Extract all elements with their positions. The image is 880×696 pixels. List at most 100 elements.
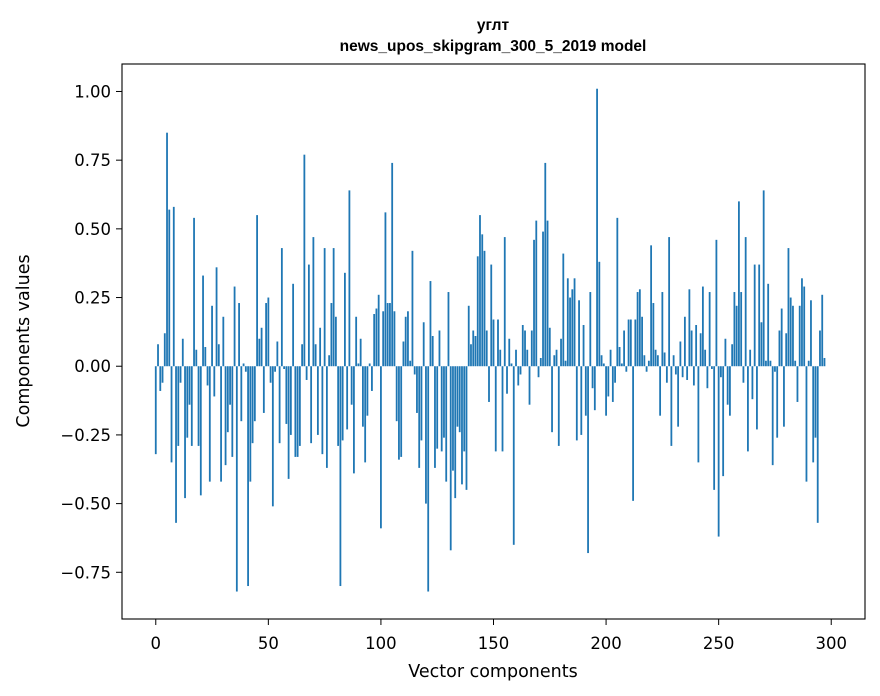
bar (465, 366, 468, 490)
bar (323, 248, 326, 367)
bar (301, 344, 304, 367)
bar (681, 366, 684, 378)
bar (474, 336, 477, 367)
bar (296, 366, 299, 457)
bar (634, 319, 637, 367)
bar (542, 231, 544, 367)
bar (449, 366, 452, 551)
bar (632, 366, 634, 501)
bar (517, 366, 520, 386)
bar (609, 349, 612, 367)
bar (382, 311, 385, 367)
bar (789, 297, 792, 367)
bar (332, 248, 335, 367)
bar (325, 366, 328, 468)
bar (575, 366, 578, 441)
bar (440, 366, 443, 452)
bar (663, 352, 666, 367)
bar (515, 349, 517, 367)
bar (555, 349, 558, 367)
bar (722, 366, 725, 477)
bar (285, 366, 288, 424)
bar (548, 327, 551, 367)
bar (683, 316, 686, 367)
bar (472, 330, 475, 367)
bar (566, 278, 569, 367)
bar (672, 355, 675, 367)
bar (413, 366, 416, 375)
bar (443, 366, 445, 438)
bar (715, 239, 718, 367)
bar (229, 366, 231, 405)
bar (503, 237, 506, 367)
bar (778, 330, 781, 367)
bar (316, 366, 319, 435)
bar (371, 366, 373, 391)
bar (762, 190, 765, 367)
bar (213, 366, 216, 397)
bar (411, 250, 414, 367)
bar (377, 294, 380, 367)
y-tick-label: −0.75 (60, 563, 111, 582)
bar (215, 267, 218, 367)
bar (783, 366, 785, 427)
bar (519, 366, 522, 375)
bar (546, 220, 549, 367)
bar (611, 366, 614, 402)
bar (794, 360, 797, 367)
bar (528, 366, 531, 405)
bar (452, 366, 454, 471)
bar (166, 132, 168, 367)
bar (524, 330, 526, 367)
bar (159, 366, 162, 391)
bar (161, 366, 164, 383)
bar (535, 220, 538, 367)
bar (407, 311, 409, 367)
bar (274, 366, 276, 372)
bar (170, 366, 173, 463)
bar (807, 360, 810, 367)
bar (767, 283, 770, 367)
bar (551, 366, 553, 433)
bar (665, 366, 668, 383)
bar (346, 366, 349, 430)
bar (181, 338, 184, 367)
bar (402, 341, 405, 367)
bar (596, 88, 598, 367)
bar (253, 366, 256, 422)
bar (445, 366, 448, 482)
bar (598, 261, 601, 367)
bar (720, 366, 722, 378)
bar (582, 325, 585, 367)
bar (654, 349, 657, 367)
bar (801, 278, 803, 367)
bar (307, 264, 310, 367)
y-tick-label: 0.25 (74, 289, 111, 308)
bar (483, 250, 486, 367)
bar (355, 316, 358, 367)
bar (510, 363, 513, 367)
bar (656, 355, 659, 367)
bar (735, 305, 738, 367)
bar (168, 209, 171, 367)
bar (629, 319, 632, 367)
bar (614, 366, 616, 383)
bar (521, 325, 524, 367)
bar (819, 330, 821, 367)
bar (431, 336, 434, 367)
bar (670, 366, 673, 446)
bar (679, 341, 682, 367)
bar (368, 363, 371, 367)
bar (627, 319, 630, 367)
bar (267, 297, 270, 367)
bar (668, 237, 671, 367)
bar (199, 366, 202, 496)
y-tick-label: −0.50 (60, 495, 111, 514)
bar (544, 162, 547, 367)
bar (184, 366, 186, 499)
bar (812, 366, 815, 463)
bar (501, 366, 504, 452)
bar (438, 330, 441, 367)
bar (157, 344, 159, 367)
bar (461, 366, 463, 485)
